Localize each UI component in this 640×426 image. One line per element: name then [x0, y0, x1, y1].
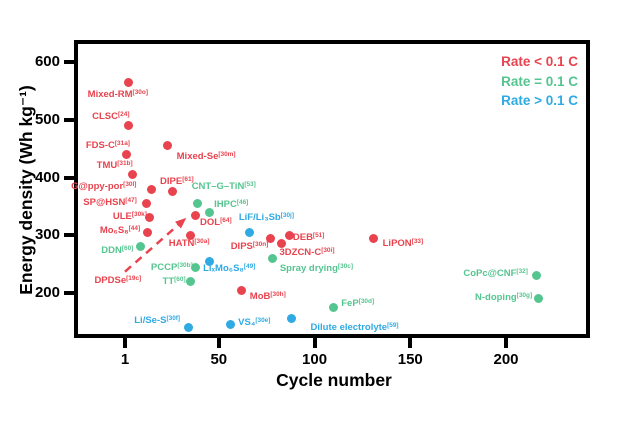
data-point — [185, 230, 195, 240]
point-label: TT[60] — [162, 276, 186, 288]
x-tick-mark — [312, 338, 317, 348]
point-label: DOL[64] — [200, 217, 232, 229]
data-point — [124, 77, 134, 87]
data-point — [145, 213, 155, 223]
y-tick-label: 400 — [34, 168, 60, 186]
data-point — [162, 141, 172, 151]
point-label: LiₓMo₆S₈[49] — [203, 263, 256, 275]
point-label: DDN[60] — [101, 244, 134, 256]
x-tick-label: 150 — [397, 351, 423, 368]
data-point — [143, 227, 153, 237]
point-label: CNT–G–TiN[53] — [191, 181, 256, 193]
data-point — [128, 170, 138, 180]
data-point — [287, 314, 297, 324]
data-point — [122, 149, 132, 159]
point-label: DIPE[61] — [160, 175, 194, 187]
point-label: Mixed-RM[30o] — [87, 89, 148, 101]
point-label: IHPC[46] — [214, 199, 249, 211]
data-point — [204, 207, 214, 217]
point-label: FDS-C[31a] — [85, 140, 130, 152]
y-tick-label: 500 — [34, 110, 60, 128]
point-label: LiF/Li₃Sb[30j] — [238, 212, 295, 224]
x-tick-label: 100 — [302, 351, 328, 368]
point-label: HATN[30a] — [168, 238, 210, 250]
point-label: DEB[51] — [292, 232, 325, 244]
point-label: Mixed-Se[30m] — [176, 150, 236, 162]
y-tick-mark — [64, 233, 74, 238]
point-label: Mo₆S₈[44] — [99, 225, 141, 237]
data-point — [183, 323, 193, 333]
y-tick-label: 200 — [34, 284, 60, 301]
data-point — [135, 242, 145, 252]
y-tick-label: 300 — [34, 226, 60, 244]
data-point — [225, 320, 235, 330]
data-point — [168, 187, 178, 197]
point-label: TMU[31b] — [96, 159, 133, 171]
point-label: SP@HSN[47] — [83, 197, 137, 209]
point-label: MoB[30h] — [249, 291, 286, 303]
data-point — [191, 262, 201, 272]
point-label: CoPc@CNF[32] — [463, 267, 528, 279]
point-label: N-doping[30g] — [474, 291, 533, 303]
x-tick-label: 1 — [120, 351, 130, 368]
x-axis-title: Cycle number — [276, 370, 392, 390]
x-tick-mark — [216, 338, 221, 348]
legend-entry: Rate < 0.1 C — [501, 54, 578, 69]
point-label: Dilute electrolyte[59] — [310, 321, 399, 333]
data-point — [267, 253, 277, 263]
y-tick-mark — [64, 117, 74, 122]
data-point — [534, 294, 544, 304]
data-point — [124, 121, 134, 131]
x-tick-mark — [123, 338, 127, 348]
plot-area — [74, 40, 590, 338]
y-tick-mark — [64, 60, 74, 64]
data-point — [329, 302, 339, 312]
data-point — [147, 184, 157, 194]
point-label: Li/Se-S[30f] — [134, 314, 181, 326]
point-label: Spray drying[30c] — [279, 263, 353, 275]
legend-entry: Rate > 0.1 C — [501, 93, 578, 108]
point-label: 3DZCN-C[30i] — [279, 246, 335, 258]
data-point — [204, 256, 214, 266]
x-tick-mark — [408, 338, 413, 348]
data-point — [193, 198, 203, 208]
point-label: CLSC[24] — [92, 110, 130, 122]
data-point — [237, 285, 247, 295]
data-point — [285, 230, 295, 240]
legend-entry: Rate = 0.1 C — [501, 73, 578, 89]
point-label: DPDSe[19c] — [94, 275, 142, 287]
y-axis-title: Energy density (Wh kg⁻¹) — [16, 85, 36, 295]
point-label: LiPON[33] — [382, 238, 424, 250]
data-point — [532, 271, 542, 281]
point-label: ULE[30k] — [112, 210, 147, 222]
x-tick-label: 200 — [493, 351, 519, 368]
data-point — [277, 239, 287, 249]
point-label: VS₄[30e] — [238, 316, 271, 328]
x-tick-mark — [504, 338, 508, 348]
point-label: FeP[30d] — [341, 298, 375, 310]
legend: Rate < 0.1 C Rate = 0.1 C Rate > 0.1 C — [501, 52, 578, 111]
data-point — [244, 227, 254, 237]
point-label: PCCP[30b] — [150, 262, 193, 273]
data-point — [369, 233, 379, 243]
data-point — [191, 210, 201, 220]
x-tick-label: 50 — [210, 351, 228, 368]
point-label: G@ppy-por[30l] — [71, 181, 137, 193]
data-point — [141, 198, 151, 208]
data-point — [185, 276, 195, 286]
data-point — [266, 233, 275, 243]
y-tick-label: 600 — [34, 53, 60, 70]
y-tick-mark — [64, 175, 74, 180]
point-label: DIPS[30n] — [230, 241, 269, 253]
y-tick-mark — [64, 291, 74, 295]
